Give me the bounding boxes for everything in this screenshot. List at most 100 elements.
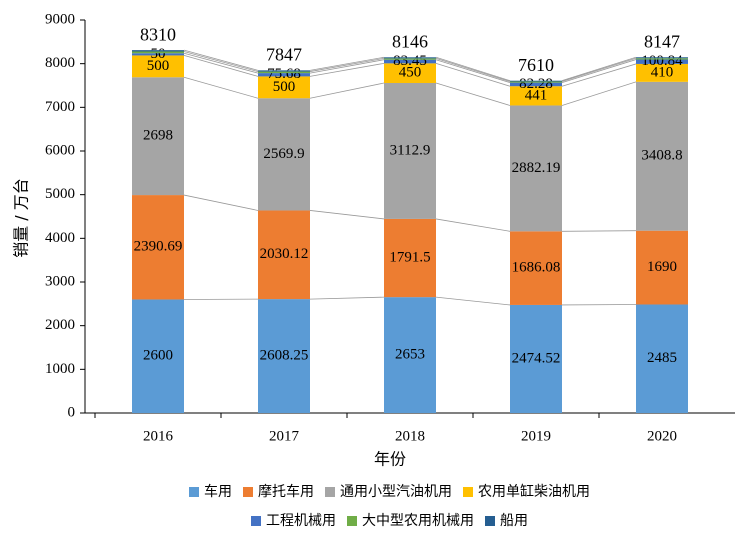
series-line <box>309 82 385 99</box>
series-line <box>561 59 637 83</box>
value-label: 2600 <box>143 348 173 364</box>
bar-segment <box>258 73 310 77</box>
series-line <box>183 194 259 211</box>
value-label: 500 <box>273 79 296 95</box>
series-line <box>309 59 385 74</box>
total-label: 8146 <box>392 31 428 51</box>
total-label: 8147 <box>644 31 680 51</box>
total-label: 7847 <box>266 44 302 64</box>
bar-segment <box>510 80 562 82</box>
value-label: 1791.5 <box>389 249 430 265</box>
series-line <box>561 63 637 87</box>
y-tick-label: 6000 <box>45 142 75 158</box>
value-label: 500 <box>147 58 170 74</box>
legend-label: 摩托车用 <box>258 483 314 500</box>
y-tick-label: 3000 <box>45 273 75 289</box>
legend-swatch <box>463 487 473 497</box>
bar-segment <box>636 230 688 305</box>
bar-segment <box>636 81 688 231</box>
bar-segment <box>384 82 436 219</box>
bar-segment <box>636 58 688 60</box>
legend-swatch <box>325 487 335 497</box>
series-line <box>309 210 385 220</box>
value-label: 410 <box>651 64 674 80</box>
bar-segment <box>132 77 184 196</box>
series-line <box>435 58 511 82</box>
bar-segment <box>258 76 310 99</box>
y-tick-label: 1000 <box>45 361 75 377</box>
legend-label: 通用小型汽油机用 <box>340 484 452 500</box>
bar-segment <box>258 71 310 74</box>
value-label: 2030.12 <box>260 246 309 262</box>
series-line <box>183 49 259 71</box>
bar-segment <box>510 304 562 413</box>
bar-segment <box>132 299 184 413</box>
y-tick-label: 7000 <box>45 99 75 115</box>
value-label: 2608.25 <box>260 347 309 363</box>
value-label: 2485 <box>647 350 677 366</box>
legend-label: 工程机械用 <box>266 513 336 529</box>
series-line <box>561 56 637 82</box>
bar-segment <box>510 82 562 87</box>
series-line <box>183 76 259 99</box>
bar-segment <box>258 210 310 300</box>
value-label: 2569.9 <box>263 146 304 162</box>
series-line <box>309 62 385 77</box>
y-tick-label: 9000 <box>45 11 75 27</box>
legend-label: 船用 <box>500 513 528 529</box>
total-label: 7610 <box>518 55 554 75</box>
value-label: 1690 <box>647 259 677 275</box>
bar-segment <box>258 98 310 211</box>
x-axis-label: 年份 <box>374 450 406 469</box>
value-label: 2653 <box>395 347 425 363</box>
value-label: 1686.08 <box>512 260 561 276</box>
y-tick-label: 0 <box>68 404 76 420</box>
x-tick-label: 2018 <box>395 428 425 444</box>
series-line <box>183 51 259 72</box>
series-line <box>183 52 259 74</box>
value-label: 2882.19 <box>512 160 561 176</box>
value-label: 450 <box>399 65 422 81</box>
bar-segment <box>384 218 436 298</box>
value-label: 3112.9 <box>390 142 431 158</box>
series-line <box>309 56 385 71</box>
series-line <box>435 82 511 106</box>
legend-label: 大中型农用机械用 <box>362 513 474 529</box>
series-line <box>561 57 637 82</box>
value-label: 50 <box>151 46 166 62</box>
series-line <box>435 56 511 82</box>
series-line <box>561 230 637 232</box>
value-label: 83.45 <box>393 53 427 69</box>
series-line <box>309 296 385 300</box>
bar-segment <box>510 86 562 106</box>
bar-segment <box>636 59 688 64</box>
x-tick-label: 2020 <box>647 428 677 444</box>
bar-segment <box>132 53 184 56</box>
bar-segment <box>132 50 184 52</box>
y-tick-label: 4000 <box>45 230 75 246</box>
bar-segment <box>132 51 184 54</box>
value-label: 82.28 <box>519 76 553 92</box>
bar-segment <box>510 105 562 232</box>
legend-swatch <box>347 516 357 526</box>
value-label: 441 <box>525 87 548 103</box>
bar-segment <box>636 304 688 413</box>
y-tick-label: 5000 <box>45 186 75 202</box>
value-label: 2474.52 <box>512 350 561 366</box>
x-tick-label: 2017 <box>269 428 300 444</box>
value-label: 75.68 <box>267 66 301 82</box>
x-tick-label: 2016 <box>143 428 174 444</box>
legend-swatch <box>243 487 253 497</box>
bar-segment <box>258 299 310 413</box>
series-line <box>183 55 259 77</box>
bar-segment <box>384 59 436 64</box>
series-line <box>435 296 511 306</box>
legend-swatch <box>251 516 261 526</box>
legend-label: 车用 <box>204 483 232 500</box>
bar-segment <box>384 57 436 59</box>
bar-segment <box>258 70 310 72</box>
legend-swatch <box>485 516 495 526</box>
bar-segment <box>384 63 436 83</box>
series-line <box>435 62 511 87</box>
bar-segment <box>510 231 562 305</box>
